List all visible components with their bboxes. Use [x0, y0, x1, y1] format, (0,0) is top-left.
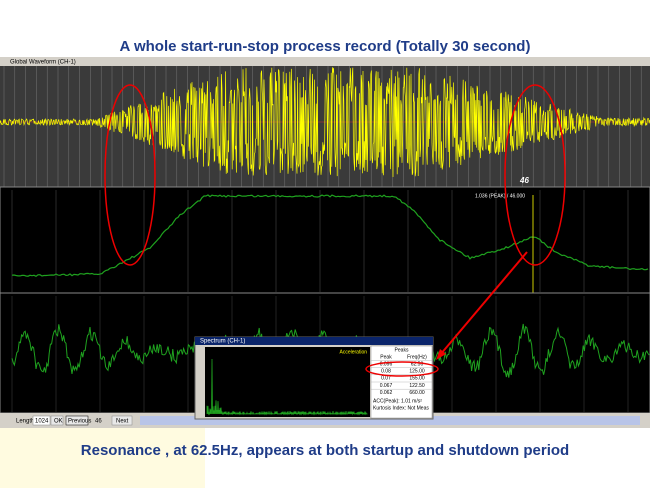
index-value: 46 — [95, 419, 102, 425]
table-cell: 0.096 — [380, 361, 393, 367]
column-header: Peak — [380, 354, 392, 360]
arrow — [439, 251, 528, 356]
trend-line — [11, 194, 649, 278]
highlight-ellipse — [104, 84, 156, 266]
ok-label: OK — [54, 419, 63, 425]
table-cell: 0.08 — [381, 369, 391, 375]
readout: 1.036 (PEAK) / 46.000 — [475, 193, 525, 199]
table-cell: 122.50 — [409, 383, 425, 389]
spectrum-label: Acceleration — [339, 349, 367, 355]
spectrum-line — [206, 358, 368, 416]
length-input[interactable] — [32, 415, 51, 426]
arrowhead — [436, 349, 446, 360]
title-bar — [195, 337, 433, 345]
highlight-ellipse — [504, 84, 566, 266]
length-label: Length — [16, 419, 34, 425]
ok-button[interactable] — [50, 415, 64, 426]
next-label: Next — [116, 419, 129, 425]
acc-readout: ACC(Peak): 1.01 m/s² — [373, 398, 422, 404]
window-title: Global Waveform (CH-1) — [10, 60, 76, 66]
marker-label: 46 — [519, 176, 529, 185]
caption: Resonance , at 62.5Hz, appears at both s… — [81, 442, 569, 459]
highlight-ellipse — [365, 361, 439, 377]
trend-window — [0, 186, 650, 294]
previous-label: Previous — [68, 419, 91, 425]
table-cell: 125.00 — [409, 369, 425, 375]
title: A whole start-run-stop process record (T… — [120, 38, 531, 55]
table-cell: 62.50 — [411, 361, 424, 367]
table-cell: 660.00 — [409, 390, 425, 396]
title-bar — [0, 57, 650, 66]
next-button[interactable] — [111, 415, 133, 426]
column-header: Freq(Hz) — [407, 354, 427, 360]
previous-button[interactable] — [65, 415, 89, 426]
table-cell: 155.00 — [409, 376, 425, 382]
spectrum-plot — [205, 347, 370, 417]
table-cell: 0.07 — [381, 376, 391, 382]
length-value: 1024 — [35, 419, 49, 425]
grid — [3, 66, 642, 187]
table-cell: 0.062 — [380, 390, 393, 396]
table-title: Peaks — [395, 347, 409, 353]
scrollbar[interactable] — [140, 416, 640, 425]
table-cell: 0.067 — [380, 383, 393, 389]
window-title: Spectrum (CH-1) — [200, 339, 245, 345]
waveform — [0, 67, 650, 178]
kurtosis-readout: Kurtosis Index: Not Meas — [373, 405, 429, 411]
